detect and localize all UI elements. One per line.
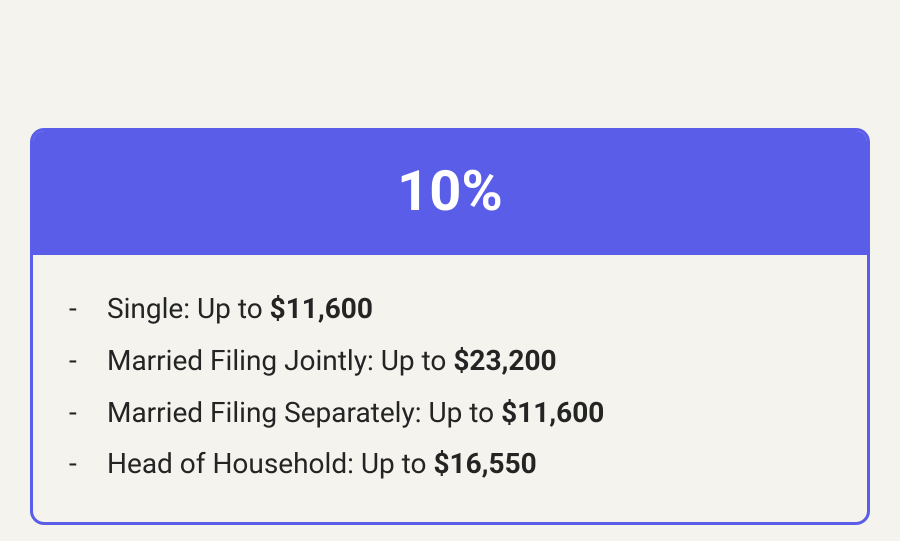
bracket-row: - Married Filing Separately: Up to $11,6… [69, 387, 831, 439]
bracket-text: Married Filing Separately: Up to $11,600 [107, 387, 604, 439]
filing-status-label: Married Filing Separately: Up to [107, 396, 501, 429]
bracket-text: Married Filing Jointly: Up to $23,200 [107, 335, 557, 387]
bracket-row: - Single: Up to $11,600 [69, 283, 831, 335]
income-threshold: $11,600 [501, 396, 604, 429]
income-threshold: $16,550 [433, 447, 536, 480]
income-threshold: $23,200 [453, 344, 556, 377]
bracket-row: - Married Filing Jointly: Up to $23,200 [69, 335, 831, 387]
bracket-text: Head of Household: Up to $16,550 [107, 438, 537, 490]
card-header: 10% [33, 131, 867, 255]
bracket-row: - Head of Household: Up to $16,550 [69, 438, 831, 490]
card-body: - Single: Up to $11,600 - Married Filing… [33, 255, 867, 522]
bullet-dash: - [69, 283, 107, 335]
income-threshold: $11,600 [270, 292, 373, 325]
bullet-dash: - [69, 438, 107, 490]
tax-bracket-card: 10% - Single: Up to $11,600 - Married Fi… [30, 128, 870, 525]
filing-status-label: Head of Household: Up to [107, 447, 433, 480]
filing-status-label: Single: Up to [107, 292, 270, 325]
filing-status-label: Married Filing Jointly: Up to [107, 344, 453, 377]
bracket-text: Single: Up to $11,600 [107, 283, 373, 335]
bracket-rate: 10% [33, 163, 867, 219]
bullet-dash: - [69, 335, 107, 387]
bullet-dash: - [69, 387, 107, 439]
